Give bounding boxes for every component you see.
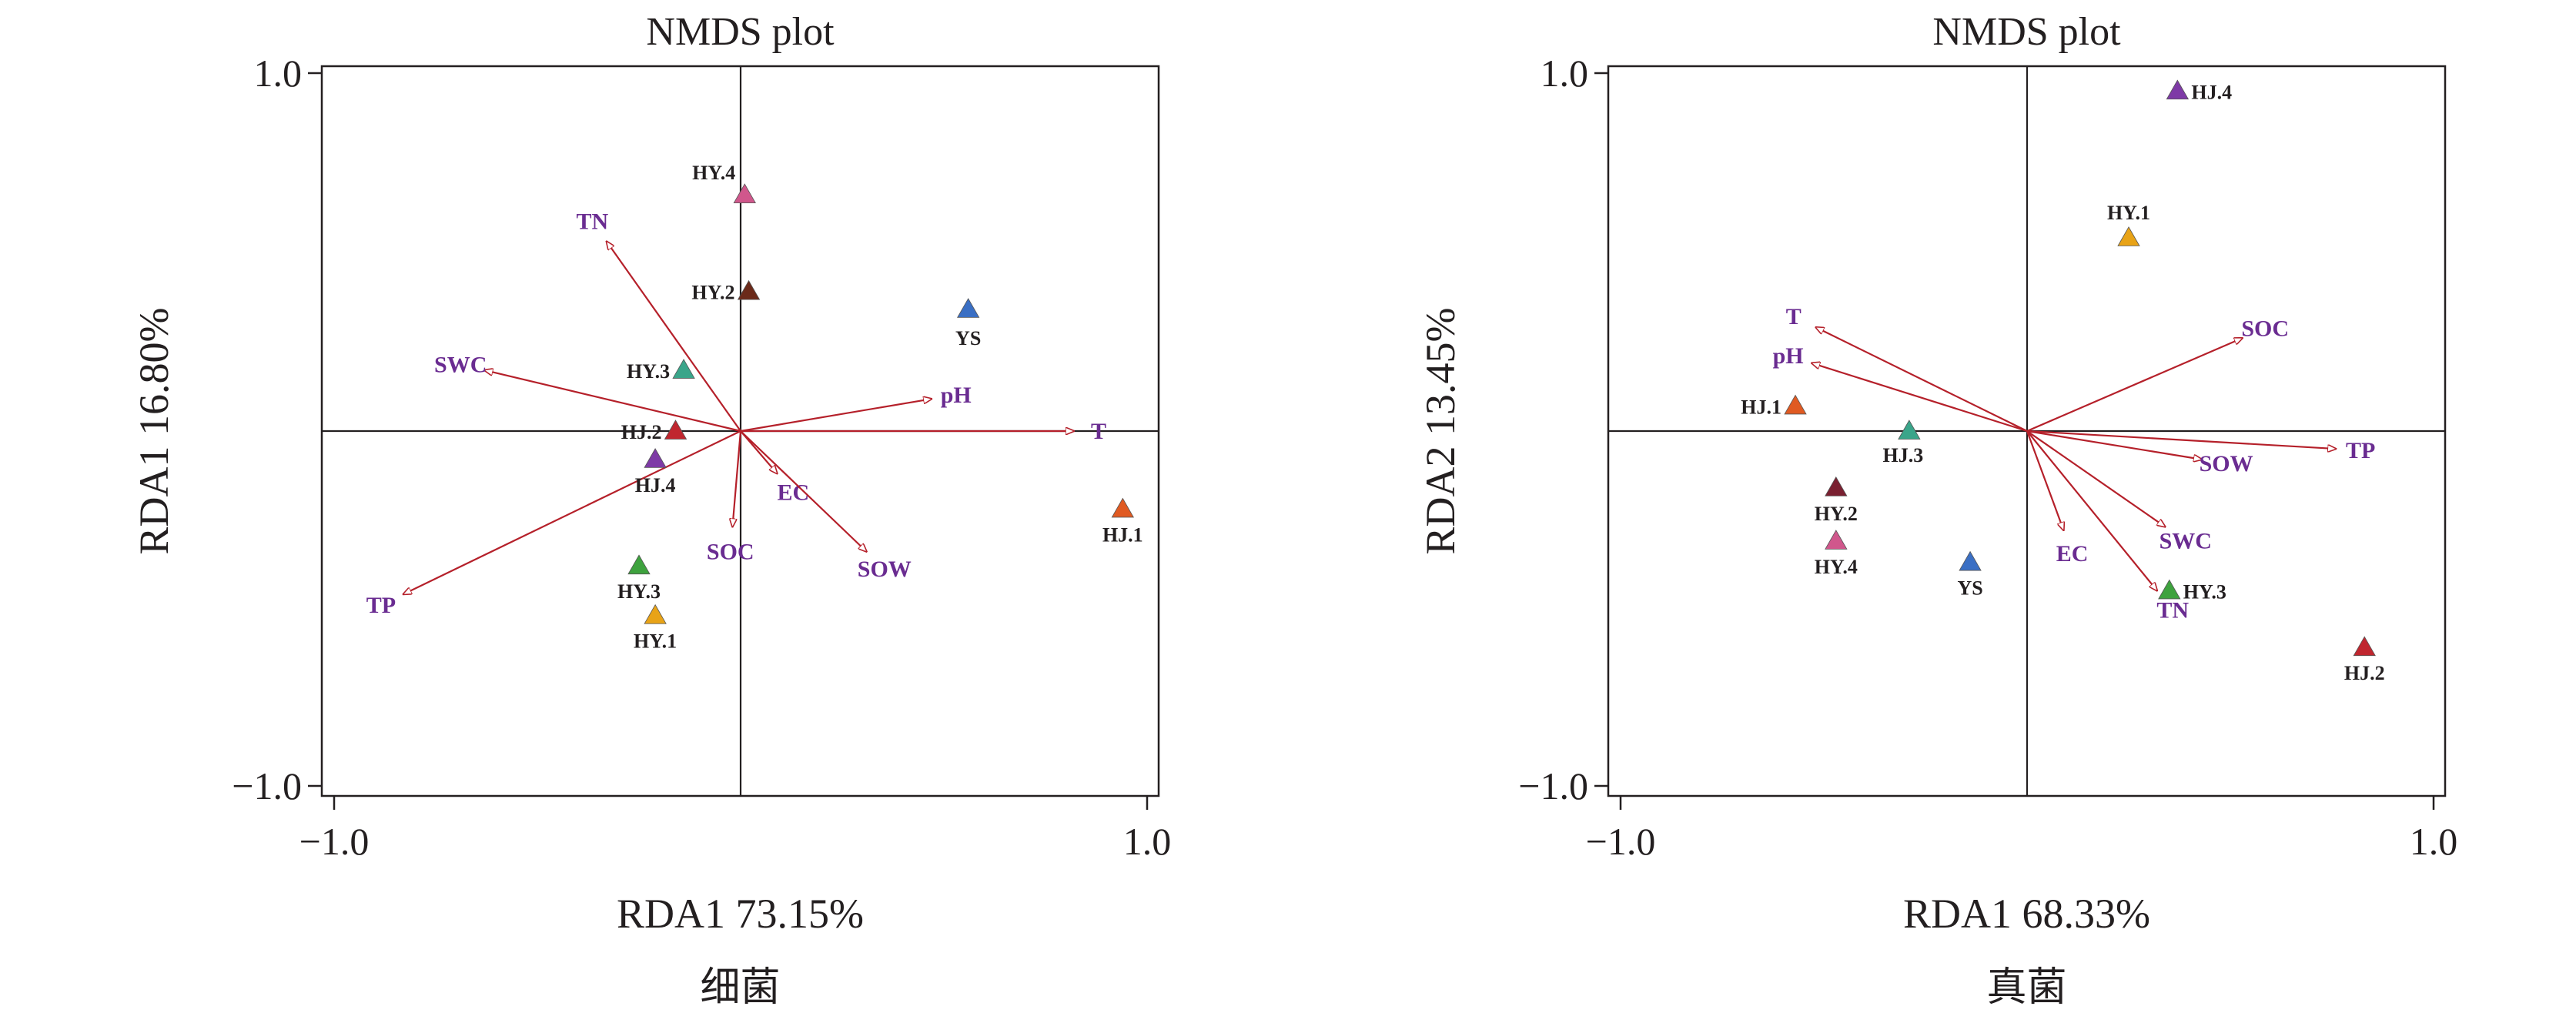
env-vector-soc	[732, 430, 742, 527]
env-vector-sow	[740, 430, 867, 552]
env-vector-label: T	[1786, 304, 1802, 329]
env-vector-label: TP	[366, 593, 396, 618]
env-vector-label: pH	[1773, 343, 1804, 369]
sample-point-label: HY.3	[2183, 580, 2226, 603]
chart-panel-1: 1.0 −1.0 −1.0 1.0 NMDS plot RDA1 73.15% RDA1 1…	[131, 10, 1171, 1011]
y-tick-label: 1.0	[254, 52, 303, 95]
env-vector-ec	[740, 430, 778, 473]
chart-title: NMDS plot	[1932, 10, 2121, 54]
sample-point-label: HJ.1	[1741, 396, 1781, 418]
sample-point-label: HY.4	[1815, 556, 1858, 578]
sample-point-label: HY.1	[634, 630, 677, 653]
sample-point-label: YS	[955, 327, 981, 349]
sample-point-label: HY.2	[1815, 503, 1858, 525]
sample-point	[2158, 579, 2181, 600]
sample-point-label: HY.2	[691, 282, 734, 304]
env-vector-tp	[2026, 430, 2336, 449]
env-vector-ec	[2026, 430, 2064, 530]
env-vector-soc	[2026, 338, 2243, 433]
env-vector-label: SOC	[707, 539, 754, 564]
env-vector-label: SOC	[2241, 316, 2289, 341]
sample-point	[737, 279, 761, 300]
sample-point	[1825, 476, 1848, 496]
sample-point	[1784, 394, 1807, 415]
y-tick-label: −1.0	[232, 764, 302, 807]
sample-point-label: HY.3	[617, 580, 661, 603]
sample-point	[1898, 420, 1921, 440]
env-vector-label: SWC	[434, 353, 487, 378]
chart-title: NMDS plot	[646, 10, 835, 54]
x-axis-label: RDA1 68.33%	[1903, 891, 2150, 937]
x-tick-label: −1.0	[1586, 820, 1656, 863]
sample-point	[1111, 497, 1135, 518]
sample-point-label: HY.1	[2107, 202, 2150, 224]
sample-point	[664, 420, 687, 440]
sample-point-label: HJ.2	[2344, 662, 2385, 684]
sample-point	[956, 298, 980, 318]
sample-point-label: HY.4	[692, 162, 735, 184]
sample-point	[2353, 636, 2376, 657]
env-vector-swc	[2026, 430, 2166, 527]
sample-point-label: HJ.4	[2191, 81, 2232, 103]
env-vector-t	[1815, 327, 2028, 432]
sample-point	[644, 603, 667, 624]
sample-point-label: YS	[1957, 577, 1982, 600]
sample-point	[733, 183, 756, 204]
y-axis-label: RDA1 16.80%	[131, 308, 177, 555]
env-vector-ph	[740, 399, 932, 433]
sample-point	[1825, 530, 1848, 550]
sample-point-label: HJ.1	[1102, 523, 1143, 546]
env-vector-label: pH	[941, 383, 972, 408]
sample-point-label: HJ.3	[1883, 444, 1924, 466]
sample-point-label: HJ.2	[621, 421, 662, 443]
env-vector-label: SOW	[2200, 451, 2253, 476]
chart-panel-2: 1.0 −1.0 −1.0 1.0 NMDS plot RDA1 68.33% RDA2 1…	[1417, 10, 2457, 1011]
sample-point	[672, 359, 695, 379]
env-vector-tn	[2026, 430, 2157, 590]
env-vector-tn	[607, 242, 741, 432]
sample-point-label: HJ.4	[635, 474, 676, 496]
y-tick-label: 1.0	[1541, 52, 1589, 95]
sample-point	[2166, 79, 2190, 100]
env-vector-ph	[1812, 363, 2028, 433]
x-tick-label: 1.0	[2410, 820, 2458, 863]
env-vector-label: SOW	[858, 557, 912, 582]
env-vector-label: T	[1091, 419, 1106, 444]
env-vector-label: EC	[2056, 541, 2089, 567]
y-tick-label: −1.0	[1518, 764, 1588, 807]
sample-point	[2117, 226, 2140, 246]
sample-point	[644, 448, 667, 468]
env-vector-tp	[403, 430, 741, 594]
env-vector-swc	[484, 370, 741, 433]
env-vector-label: TN	[2156, 597, 2189, 623]
env-vector-label: SWC	[2159, 529, 2212, 554]
x-axis-label: RDA1 73.15%	[617, 891, 864, 937]
figure-caption: 细菌	[700, 964, 780, 1011]
figure-caption: 真菌	[1986, 964, 2066, 1011]
x-tick-label: 1.0	[1123, 820, 1172, 863]
env-vector-label: TN	[576, 209, 608, 234]
env-vector-sow	[2026, 430, 2202, 460]
env-vector-label: TP	[2346, 438, 2375, 463]
y-axis-label: RDA2 13.45%	[1417, 308, 1464, 555]
sample-point	[1959, 550, 1982, 571]
sample-point-label: HY.3	[627, 360, 670, 383]
sample-point	[627, 554, 651, 575]
x-tick-label: −1.0	[299, 820, 370, 863]
